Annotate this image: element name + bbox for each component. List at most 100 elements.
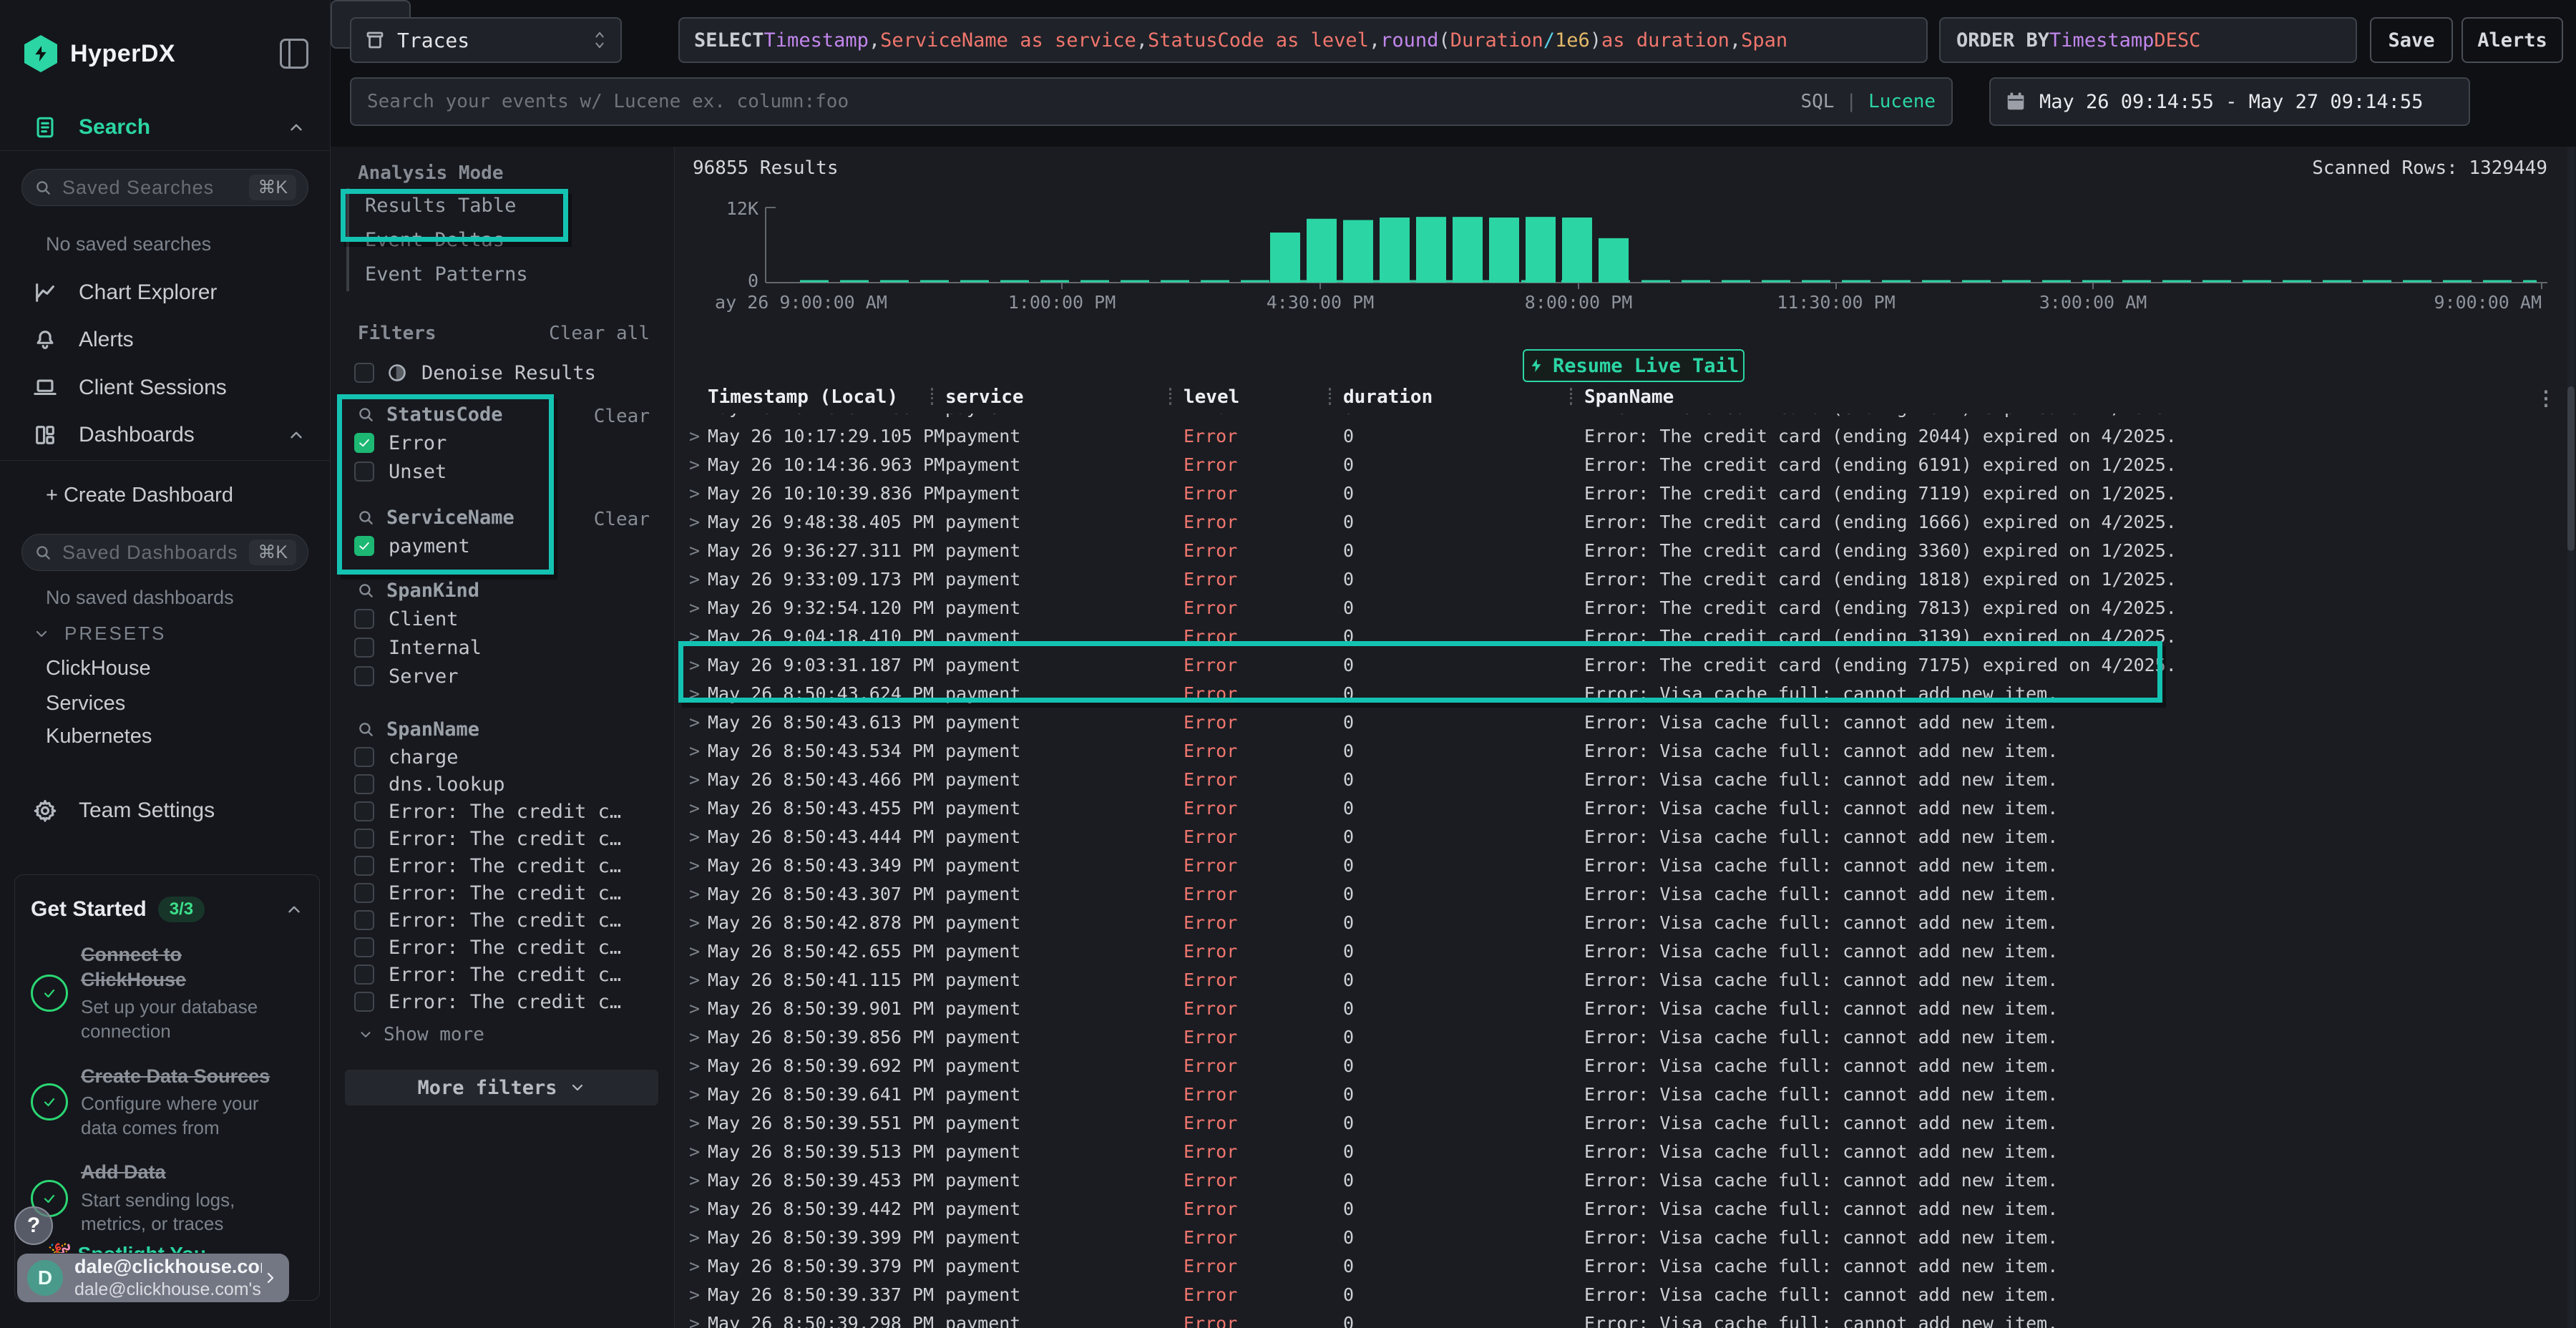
row-expand-chevron[interactable]: > xyxy=(689,414,700,422)
row-expand-chevron[interactable]: > xyxy=(689,798,701,819)
preset-services[interactable]: Services xyxy=(46,692,126,715)
filter-option[interactable]: Error: The credit card … xyxy=(331,988,674,1015)
table-row[interactable]: > May 26 8:50:43.613 PM payment Error 0 … xyxy=(675,708,2566,737)
col-header-duration[interactable]: duration xyxy=(1343,386,1433,408)
filter-checkbox[interactable] xyxy=(354,965,374,985)
clear-servicename-button[interactable]: Clear xyxy=(593,509,650,530)
sidebar-collapse-icon[interactable] xyxy=(280,39,308,69)
table-row[interactable]: > May 26 9:03:31.187 PM payment Error 0 … xyxy=(675,651,2566,680)
row-expand-chevron[interactable]: > xyxy=(689,826,701,847)
table-row[interactable]: > May 26 8:50:43.466 PM payment Error 0 … xyxy=(675,766,2566,794)
table-row[interactable]: > May 26 8:50:41.115 PM payment Error 0 … xyxy=(675,966,2566,995)
column-resize-handle[interactable] xyxy=(931,388,933,405)
denoise-checkbox[interactable] xyxy=(354,363,374,383)
histogram-bar[interactable] xyxy=(1343,220,1373,283)
table-row[interactable]: > May 26 8:50:43.534 PM payment Error 0 … xyxy=(675,737,2566,766)
col-header-service[interactable]: service xyxy=(945,386,1024,408)
search-icon[interactable] xyxy=(356,508,375,527)
save-button[interactable]: Save xyxy=(2370,17,2453,63)
row-expand-chevron[interactable]: > xyxy=(689,1113,701,1133)
filter-checkbox[interactable] xyxy=(354,462,374,482)
filter-checkbox[interactable] xyxy=(354,937,374,957)
row-expand-chevron[interactable]: > xyxy=(689,1313,701,1328)
language-toggle-lucene[interactable]: Lucene xyxy=(1868,91,1936,112)
table-row[interactable]: > May 26 8:50:39.453 PM payment Error 0 … xyxy=(675,1166,2566,1195)
filter-checkbox[interactable] xyxy=(354,883,374,903)
sidebar-item-alerts[interactable]: Alerts xyxy=(0,320,330,360)
presets-toggle[interactable]: PRESETS xyxy=(33,622,166,645)
histogram-bar[interactable] xyxy=(1489,218,1519,283)
preset-clickhouse[interactable]: ClickHouse xyxy=(46,657,151,680)
filter-option[interactable]: Error: The credit card … xyxy=(331,825,674,852)
table-row[interactable]: > May 26 8:50:39.442 PM payment Error 0 … xyxy=(675,1195,2566,1224)
filter-checkbox[interactable] xyxy=(354,801,374,821)
table-row[interactable]: > May 26 9:33:09.173 PM payment Error 0 … xyxy=(675,565,2566,594)
row-expand-chevron[interactable]: > xyxy=(689,569,701,590)
alerts-button[interactable]: Alerts xyxy=(2462,17,2563,63)
row-expand-chevron[interactable]: > xyxy=(689,884,701,904)
col-header-timestamp[interactable]: Timestamp (Local) xyxy=(708,386,899,408)
row-expand-chevron[interactable]: > xyxy=(689,1141,701,1162)
row-expand-chevron[interactable]: > xyxy=(689,626,701,647)
resume-live-tail-button[interactable]: Resume Live Tail xyxy=(1523,349,1745,382)
filter-checkbox[interactable] xyxy=(354,433,374,453)
chevron-up-icon[interactable] xyxy=(287,426,306,444)
search-input[interactable]: Search your events w/ Lucene ex. column:… xyxy=(350,77,1953,126)
histogram-bar[interactable] xyxy=(1307,218,1337,283)
row-expand-chevron[interactable]: > xyxy=(689,512,701,532)
analysis-mode-option[interactable]: Event Patterns xyxy=(346,257,653,291)
table-row[interactable]: > May 26 8:50:39.399 PM payment Error 0 … xyxy=(675,1224,2566,1252)
filter-checkbox[interactable] xyxy=(354,992,374,1012)
filter-option[interactable]: dns.lookup xyxy=(331,771,674,798)
filter-checkbox[interactable] xyxy=(354,666,374,686)
histogram-bar[interactable] xyxy=(1380,218,1410,283)
table-row[interactable]: > May 26 10:14:36.963 PM payment Error 0… xyxy=(675,451,2566,479)
row-expand-chevron[interactable]: > xyxy=(689,655,701,675)
search-icon[interactable] xyxy=(356,581,375,600)
table-row[interactable]: > May 26 9:32:54.120 PM payment Error 0 … xyxy=(675,594,2566,622)
sidebar-item-chart-explorer[interactable]: Chart Explorer xyxy=(0,273,330,313)
row-expand-chevron[interactable]: > xyxy=(689,970,701,990)
column-resize-handle[interactable] xyxy=(1329,388,1331,405)
clear-statuscode-button[interactable]: Clear xyxy=(593,406,650,427)
filter-checkbox[interactable] xyxy=(354,536,374,556)
table-options-menu-icon[interactable]: ⋮ xyxy=(2536,386,2556,410)
filter-checkbox[interactable] xyxy=(354,747,374,767)
row-expand-chevron[interactable]: > xyxy=(689,1027,701,1048)
table-row[interactable]: > May 26 8:50:39.692 PM payment Error 0 … xyxy=(675,1052,2566,1080)
table-row[interactable]: > May 26 8:50:43.307 PM payment Error 0 … xyxy=(675,880,2566,909)
table-scrollbar-track[interactable] xyxy=(2567,147,2575,1328)
histogram-bar[interactable] xyxy=(1526,217,1556,283)
filter-option[interactable]: Client xyxy=(331,605,674,633)
source-select[interactable]: Traces xyxy=(350,17,622,63)
filter-checkbox[interactable] xyxy=(354,774,374,794)
row-expand-chevron[interactable]: > xyxy=(689,597,701,618)
filter-checkbox[interactable] xyxy=(354,829,374,849)
filter-option[interactable]: Error: The credit card … xyxy=(331,852,674,879)
row-expand-chevron[interactable]: > xyxy=(689,1055,701,1076)
preset-kubernetes[interactable]: Kubernetes xyxy=(46,725,152,748)
table-row[interactable]: > May 26 8:50:39.513 PM payment Error 0 … xyxy=(675,1138,2566,1166)
table-row[interactable]: > May 26 8:50:39.337 PM payment Error 0 … xyxy=(675,1281,2566,1309)
row-expand-chevron[interactable]: > xyxy=(689,941,701,962)
filter-option[interactable]: Error: The credit card … xyxy=(331,907,674,934)
search-icon[interactable] xyxy=(356,405,375,424)
row-expand-chevron[interactable]: > xyxy=(689,1284,701,1305)
row-expand-chevron[interactable]: > xyxy=(689,540,701,561)
filter-option[interactable]: Error: The credit card … xyxy=(331,934,674,961)
histogram-bar[interactable] xyxy=(1599,238,1629,283)
histogram-bar[interactable] xyxy=(1562,218,1592,283)
row-expand-chevron[interactable]: > xyxy=(689,912,701,933)
sidebar-item-dashboards[interactable]: Dashboards xyxy=(0,415,330,455)
row-expand-chevron[interactable]: > xyxy=(689,683,701,704)
filter-option[interactable]: Error: The credit card … xyxy=(331,879,674,907)
table-row[interactable]: > May 26 10:18:51.760 PM payment Error 0… xyxy=(675,414,2566,422)
table-row[interactable]: > May 26 8:50:43.444 PM payment Error 0 … xyxy=(675,823,2566,851)
table-row[interactable]: > May 26 8:50:42.878 PM payment Error 0 … xyxy=(675,909,2566,937)
search-icon[interactable] xyxy=(356,720,375,738)
filter-option[interactable]: Error xyxy=(331,429,674,457)
column-resize-handle[interactable] xyxy=(1169,388,1171,405)
table-row[interactable]: > May 26 8:50:39.298 PM payment Error 0 … xyxy=(675,1309,2566,1328)
filter-checkbox[interactable] xyxy=(354,856,374,876)
col-header-level[interactable]: level xyxy=(1184,386,1240,408)
